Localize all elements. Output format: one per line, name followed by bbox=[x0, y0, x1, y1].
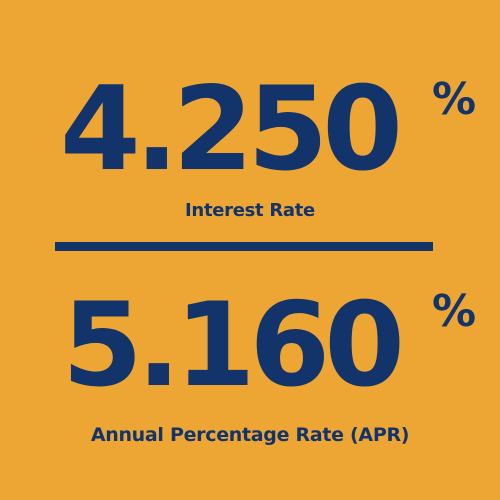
interest-rate-label: Interest Rate bbox=[185, 200, 315, 221]
apr-value: 5.160 bbox=[62, 278, 405, 413]
apr-label: Annual Percentage Rate (APR) bbox=[90, 424, 410, 446]
apr-percent-sign: % bbox=[432, 286, 477, 337]
interest-rate-percent-sign: % bbox=[432, 74, 477, 125]
interest-rate-value: 4.250 bbox=[60, 62, 403, 197]
divider bbox=[55, 242, 433, 251]
